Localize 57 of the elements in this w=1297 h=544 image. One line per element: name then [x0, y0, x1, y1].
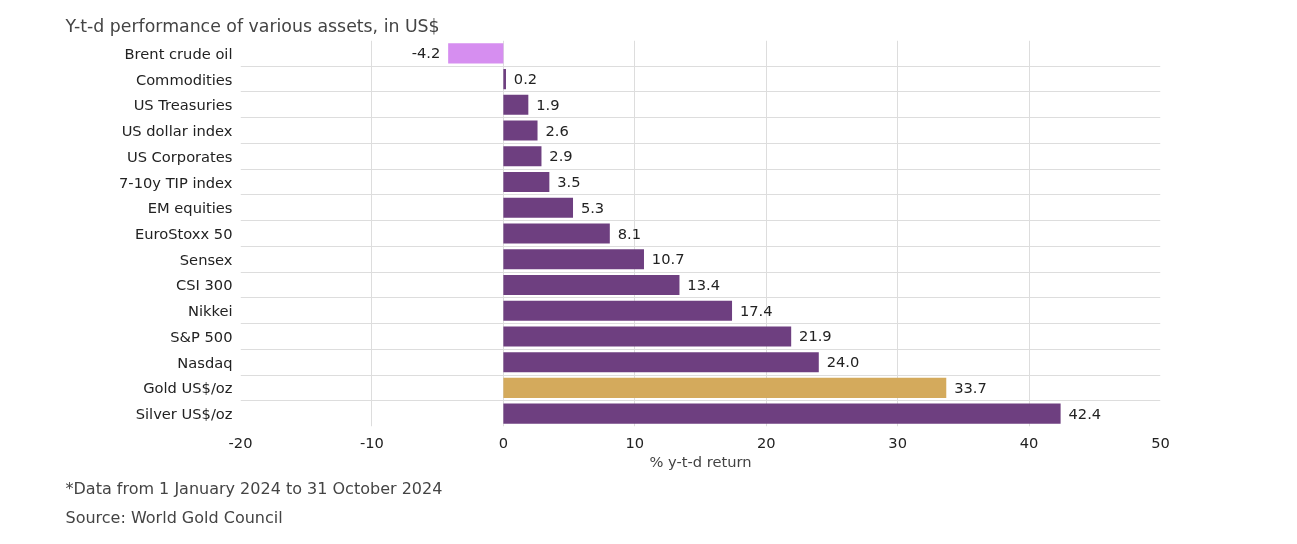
data-label: 3.5: [557, 173, 581, 191]
data-label: 13.4: [687, 275, 720, 293]
bar: [503, 69, 506, 90]
x-tick-label: 20: [756, 433, 776, 451]
data-label: 1.9: [536, 95, 560, 113]
bar: [503, 223, 610, 244]
y-tick-label: Brent crude oil: [124, 44, 233, 62]
y-tick-label: Gold US$/oz: [143, 379, 233, 397]
data-label: 21.9: [799, 327, 832, 345]
bar: [503, 377, 947, 398]
x-axis-title: % y-t-d return: [649, 452, 752, 470]
x-tick-label: 30: [888, 433, 907, 451]
y-tick-label: US Corporates: [126, 147, 233, 165]
y-tick-label: Commodities: [135, 70, 233, 88]
y-tick-label: US dollar index: [121, 122, 233, 140]
bar: [503, 300, 733, 321]
y-tick-label: EuroStoxx 50: [135, 225, 233, 242]
y-tick-label: Silver US$/oz: [135, 405, 233, 423]
data-label: 2.6: [545, 121, 569, 139]
bar: [503, 403, 1061, 424]
y-tick-label: EM equities: [147, 199, 233, 217]
bar: [448, 43, 504, 64]
data-label: -4.2: [411, 44, 441, 62]
bar: [503, 197, 574, 218]
bar: [503, 172, 550, 193]
x-tick-label: 0: [498, 433, 509, 451]
y-tick-label: Nikkei: [187, 302, 233, 320]
bar: [503, 352, 819, 373]
y-tick-label: CSI 300: [176, 276, 233, 294]
bar: [503, 274, 680, 295]
data-label: 8.1: [617, 224, 642, 242]
chart-title: Y-t-d performance of various assets, in US$: [64, 15, 440, 36]
data-label: 0.2: [513, 70, 538, 88]
x-tick-label: -10: [359, 433, 384, 451]
y-tick-label: US Treasuries: [133, 96, 233, 114]
bar: [503, 326, 792, 347]
data-label: 42.4: [1068, 404, 1102, 422]
data-label: 2.9: [549, 147, 573, 165]
bar: [503, 120, 538, 141]
y-tick-label: Nasdaq: [177, 353, 233, 371]
data-label: 24.0: [826, 353, 860, 371]
x-tick-label: 40: [1019, 433, 1039, 451]
source-note: Source: World Gold Council: [65, 507, 283, 527]
data-label: 33.7: [954, 378, 987, 396]
x-tick-label: 50: [1151, 433, 1170, 451]
data-label: 17.4: [739, 301, 773, 319]
y-tick-label: S&P 500: [170, 327, 233, 345]
y-tick-label: 7-10y TIP index: [119, 173, 233, 191]
bar: [503, 94, 529, 115]
text: *Data from 1 January 2024 to 31 October 2024: [65, 478, 443, 498]
bar: [503, 249, 644, 270]
bar: [503, 146, 542, 167]
y-tick-label: Sensex: [179, 250, 233, 268]
data-label: 5.3: [580, 198, 605, 216]
data-label: 10.7: [651, 250, 685, 268]
x-tick-label: -20: [228, 433, 253, 451]
x-tick-label: 10: [625, 433, 645, 451]
